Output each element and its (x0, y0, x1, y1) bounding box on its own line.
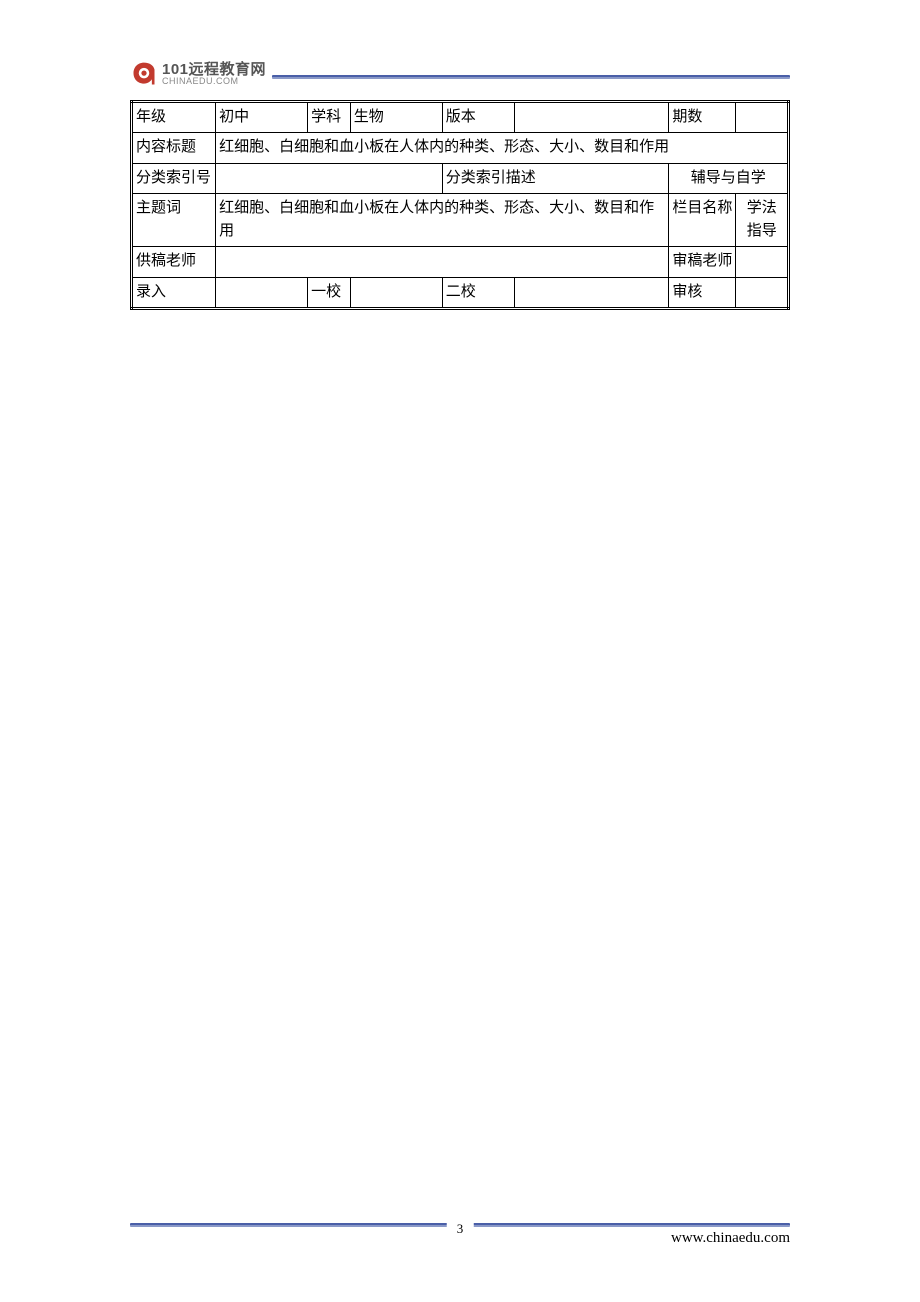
table-row: 录入 一校 二校 审核 (132, 277, 789, 308)
table-cell: 红细胞、白细胞和血小板在人体内的种类、形态、大小、数目和作用 (216, 193, 669, 247)
table-cell: 供稿老师 (132, 247, 216, 277)
table-cell: 辅导与自学 (669, 163, 789, 193)
table-cell: 审稿老师 (669, 247, 736, 277)
logo-block: 101远程教育网 CHINAEDU.COM (130, 60, 266, 88)
table-cell: 学科 (308, 102, 351, 133)
table-cell (515, 277, 669, 308)
table-row: 分类索引号 分类索引描述辅导与自学 (132, 163, 789, 193)
table-cell: 主题词 (132, 193, 216, 247)
page-number: 3 (447, 1221, 474, 1237)
table-cell (736, 277, 789, 308)
table-cell: 红细胞、白细胞和血小板在人体内的种类、形态、大小、数目和作用 (216, 133, 789, 163)
table-cell (216, 277, 308, 308)
logo-icon (130, 60, 158, 88)
table-cell: 内容标题 (132, 133, 216, 163)
table-cell: 学法指导 (736, 193, 789, 247)
footer-rule: 3 (130, 1223, 790, 1227)
table-cell: 生物 (350, 102, 442, 133)
table-cell: 期数 (669, 102, 736, 133)
table-cell (736, 247, 789, 277)
logo-text: 101远程教育网 CHINAEDU.COM (162, 62, 266, 86)
table-cell (216, 247, 669, 277)
logo-title: 101远程教育网 (162, 62, 266, 77)
table-cell: 版本 (442, 102, 514, 133)
table-cell: 二校 (442, 277, 514, 308)
table-cell: 审核 (669, 277, 736, 308)
table-cell: 录入 (132, 277, 216, 308)
table-cell: 分类索引号 (132, 163, 216, 193)
metadata-table-body: 年级初中学科生物版本期数内容标题红细胞、白细胞和血小板在人体内的种类、形态、大小… (132, 102, 789, 309)
header-rule (272, 75, 790, 79)
table-cell: 初中 (216, 102, 308, 133)
table-cell: 一校 (308, 277, 351, 308)
table-cell (736, 102, 789, 133)
page-footer: 3 www.chinaedu.com (130, 1223, 790, 1247)
table-row: 内容标题红细胞、白细胞和血小板在人体内的种类、形态、大小、数目和作用 (132, 133, 789, 163)
table-cell (350, 277, 442, 308)
metadata-table: 年级初中学科生物版本期数内容标题红细胞、白细胞和血小板在人体内的种类、形态、大小… (130, 100, 790, 310)
logo-subtitle: CHINAEDU.COM (162, 77, 266, 86)
table-cell: 年级 (132, 102, 216, 133)
table-cell: 栏目名称 (669, 193, 736, 247)
table-row: 供稿老师 审稿老师 (132, 247, 789, 277)
table-cell: 分类索引描述 (442, 163, 669, 193)
table-cell (216, 163, 443, 193)
table-cell (515, 102, 669, 133)
table-row: 主题词红细胞、白细胞和血小板在人体内的种类、形态、大小、数目和作用栏目名称学法指… (132, 193, 789, 247)
table-row: 年级初中学科生物版本 期数 (132, 102, 789, 133)
page-header: 101远程教育网 CHINAEDU.COM (130, 60, 790, 88)
